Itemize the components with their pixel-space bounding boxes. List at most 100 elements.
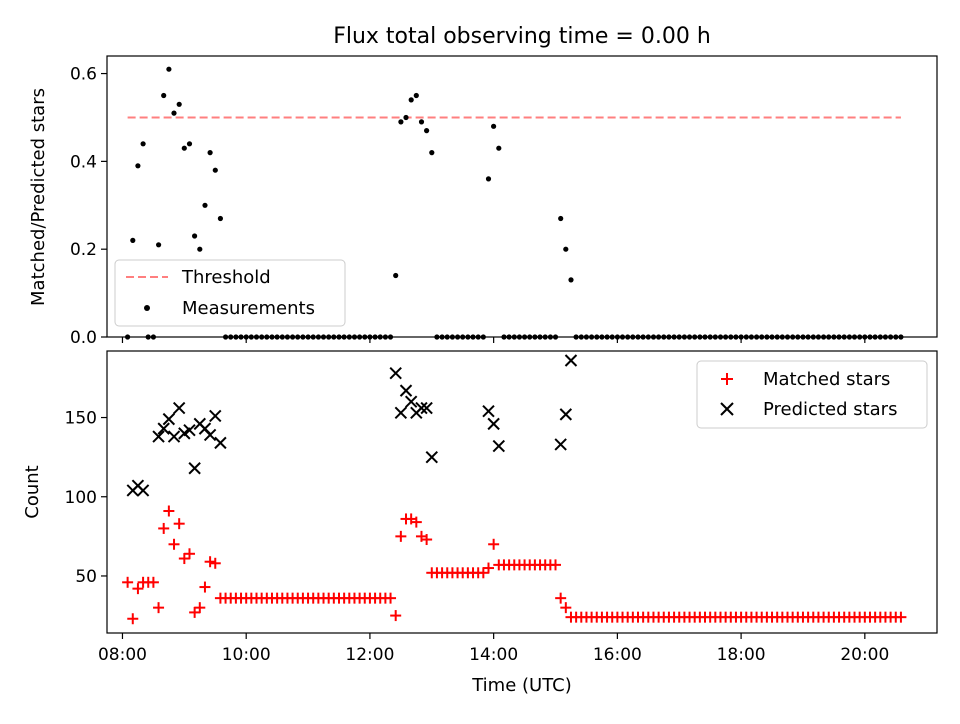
bottom-y-tick-label: 150: [65, 409, 97, 429]
predicted-star-point: [425, 450, 438, 464]
legend-measurements-label: Measurements: [182, 298, 315, 319]
measurement-point: [197, 246, 203, 252]
top-panel: 0.0 0.2 0.4 0.6 Matched/Predicted stars Thr…: [28, 55, 938, 348]
matched-star-point: [395, 530, 407, 542]
predicted-star-point: [172, 401, 186, 415]
bottom-y-axis-label: Count: [22, 465, 43, 518]
measurement-point: [418, 119, 425, 125]
top-y-tick-label: 0.0: [70, 328, 97, 348]
measurement-point: [398, 119, 404, 125]
measurement-point: [485, 176, 492, 182]
bottom-x-tick-label: 10:00: [222, 645, 271, 665]
matched-star-point: [385, 592, 397, 604]
matched-star-point: [127, 613, 139, 625]
measurement-point: [424, 128, 430, 134]
bottom-x-tick-label: 16:00: [593, 645, 642, 665]
predicted-star-point: [559, 408, 573, 421]
matched-star-point: [194, 602, 206, 614]
predicted-star-point: [214, 436, 227, 450]
measurement-point: [166, 66, 172, 72]
predicted-star-point: [162, 412, 176, 426]
matched-star-point: [555, 592, 567, 604]
top-y-tick-label: 0.6: [70, 65, 97, 85]
predicted-star-point: [415, 401, 428, 415]
top-y-tick-label: 0.2: [70, 240, 97, 260]
top-y-axis: 0.0 0.2 0.4 0.6: [70, 65, 107, 348]
matched-star-point: [199, 581, 211, 593]
bottom-x-tick-label: 14:00: [469, 645, 518, 665]
bottom-plot-frame: [106, 350, 938, 634]
measurement-point: [140, 141, 146, 147]
matched-star-point: [421, 534, 433, 546]
bottom-legend-box: [696, 360, 928, 429]
bottom-y-tick-label: 100: [65, 488, 97, 508]
predicted-star-point: [188, 462, 201, 475]
legend-predicted-swatch: [720, 402, 734, 416]
bottom-x-tick-label: 08:00: [98, 645, 147, 665]
predicted-star-point: [136, 484, 150, 497]
bottom-legend: Matched stars Predicted stars: [696, 360, 928, 429]
measurement-point: [217, 215, 223, 222]
matched-star-point: [550, 559, 562, 571]
measurement-point: [135, 163, 141, 169]
measurement-point: [130, 237, 136, 243]
predicted-star-point: [554, 438, 567, 451]
measurement-point: [491, 123, 497, 129]
measurement-point: [563, 246, 569, 252]
measurement-point: [181, 145, 187, 151]
measurement-point: [186, 141, 193, 147]
bottom-x-tick-label: 18:00: [717, 645, 766, 665]
bottom-panel: 50 100 150 08:00 10:00 12:00 14:00 16:00 18:00 2…: [22, 350, 938, 696]
measurement-point: [413, 92, 419, 99]
matched-star-point: [158, 522, 170, 534]
top-y-axis-label: Matched/Predicted stars: [28, 88, 49, 306]
matched-star-point: [189, 606, 201, 618]
top-legend: Threshold Measurements: [114, 259, 346, 327]
predicted-star-point: [157, 422, 170, 435]
top-plot-frame: [106, 55, 938, 338]
legend-matched-label: Matched stars: [763, 369, 890, 390]
bottom-x-tick-label: 20:00: [840, 645, 889, 665]
matched-star-point: [895, 611, 907, 623]
predicted-star-point: [167, 430, 181, 443]
measurement-point: [161, 92, 167, 99]
measurement-point: [568, 277, 574, 283]
predicted-star-point: [209, 409, 222, 423]
matched-star-point: [410, 516, 422, 528]
measurement-point: [192, 233, 198, 239]
measurement-point: [408, 97, 414, 103]
measurement-point: [171, 110, 177, 116]
predicted-star-point: [482, 404, 495, 418]
matched-star-point: [560, 602, 572, 614]
bottom-x-axis: 08:00 10:00 12:00 14:00 16:00 18:00 20:00: [98, 633, 889, 665]
matched-star-point: [147, 576, 159, 588]
predicted-star-point: [564, 354, 578, 367]
predicted-star-point: [404, 395, 418, 408]
top-legend-box: [114, 259, 346, 327]
measurement-point: [176, 101, 182, 107]
measurement-point: [393, 272, 399, 279]
predicted-star-point: [203, 428, 217, 442]
predicted-star-point: [420, 401, 433, 415]
matched-star-point: [209, 557, 221, 569]
matched-star-point: [178, 553, 190, 565]
legend-predicted-label: Predicted stars: [763, 399, 897, 420]
matched-star-point: [482, 562, 494, 574]
legend-matched-swatch: [721, 373, 733, 385]
predicted-star-point: [399, 384, 413, 397]
bottom-plot-area: [122, 354, 907, 625]
matched-star-point: [132, 583, 144, 595]
matched-star-point: [183, 548, 195, 560]
top-x-axis: [121, 337, 866, 343]
matched-star-point: [168, 538, 180, 550]
measurement-point: [202, 202, 208, 208]
matched-star-point: [204, 556, 216, 568]
matched-star-point: [122, 576, 134, 588]
matched-star-point: [153, 602, 165, 614]
legend-threshold-label: Threshold: [181, 267, 271, 288]
predicted-star-point: [152, 430, 165, 443]
top-y-tick-label: 0.4: [70, 152, 97, 172]
matched-star-point: [163, 505, 175, 517]
